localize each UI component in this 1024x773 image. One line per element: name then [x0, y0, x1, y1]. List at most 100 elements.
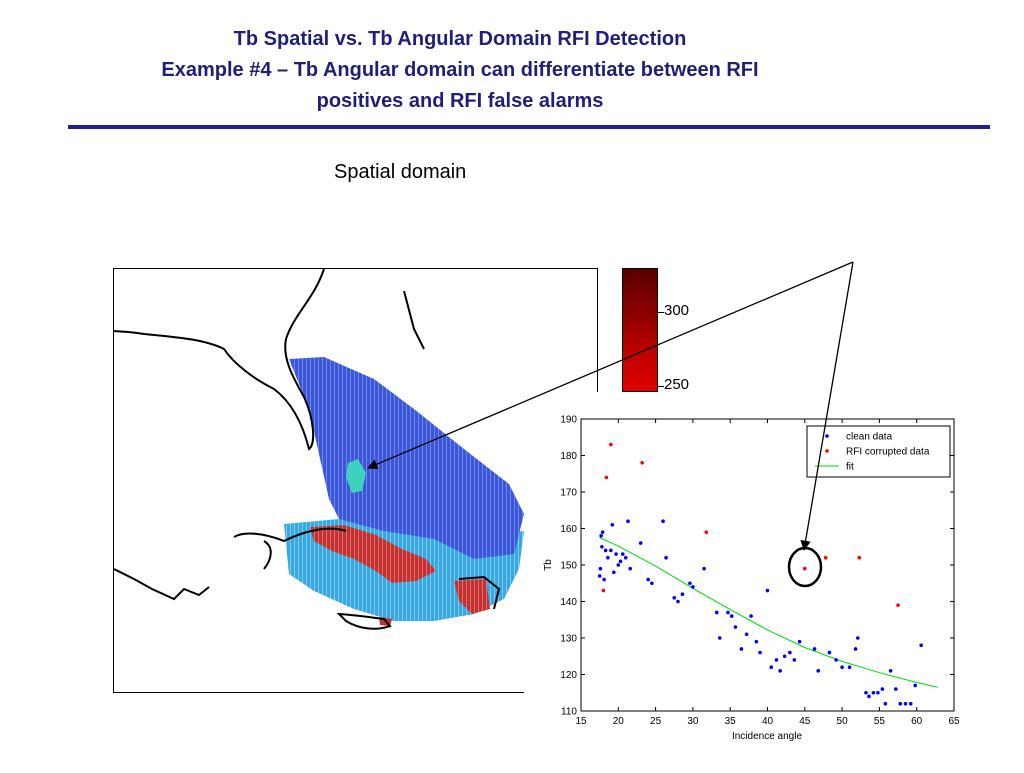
clean-data-point — [614, 552, 618, 556]
rfi-region-cuba — [310, 525, 436, 583]
y-tick-label: 120 — [560, 670, 577, 681]
clean-data-point — [888, 669, 893, 673]
clean-data-point — [840, 665, 844, 669]
clean-data-point — [597, 574, 602, 578]
clean-data-point — [726, 610, 730, 615]
title-line-1: Tb Spatial vs. Tb Angular Domain RFI Det… — [233, 28, 687, 50]
colorbar-label-300: 300 — [664, 302, 690, 319]
clean-data-point — [876, 690, 880, 695]
clean-data-point — [871, 690, 876, 695]
clean-data-point — [676, 599, 680, 604]
x-tick-label: 50 — [837, 716, 849, 727]
slide-title: Tb Spatial vs. Tb Angular Domain RFI Det… — [60, 24, 860, 117]
y-tick-label: 180 — [560, 451, 577, 462]
clean-data-point — [898, 701, 903, 706]
angular-scatter-chart: 15 20 25 30 35 40 45 50 55 60 65 110 120 130 140 150 160… — [543, 415, 960, 743]
rfi-data-point — [609, 442, 613, 447]
clean-data-point — [739, 647, 744, 651]
title-line-3: positives and RFI false alarms — [316, 90, 604, 112]
clean-data-point — [600, 530, 605, 534]
clean-data-point — [638, 541, 643, 545]
title-line-2: Example #4 – Tb Angular domain can diffe… — [161, 59, 759, 81]
clean-data-point — [758, 650, 762, 655]
clean-data-point — [749, 614, 753, 618]
clean-data-point — [847, 665, 852, 669]
x-tick-label: 55 — [874, 716, 886, 727]
clean-data-point — [606, 555, 610, 560]
legend-swatch-rfi — [825, 449, 829, 453]
rfi-region-hispaniola — [454, 579, 490, 614]
y-tick-label: 110 — [561, 707, 577, 718]
clean-data-point — [855, 636, 860, 640]
rfi-data-point — [823, 555, 828, 560]
legend-label: clean data — [846, 432, 893, 443]
clean-data-point — [672, 596, 677, 600]
colorbar-gradient — [622, 268, 658, 392]
x-tick-label: 20 — [613, 716, 625, 727]
clean-data-point — [913, 683, 918, 688]
clean-data-point — [744, 632, 749, 637]
y-tick-label: 140 — [560, 597, 577, 608]
legend-swatch-clean — [825, 434, 829, 438]
clean-data-point — [792, 658, 797, 662]
clean-data-point — [664, 555, 668, 560]
clean-data-point — [612, 570, 616, 575]
clean-data-point — [774, 658, 779, 662]
clean-data-point — [610, 523, 615, 527]
clean-data-point — [688, 581, 692, 586]
rfi-data-point — [803, 566, 807, 571]
clean-data-point — [867, 694, 871, 699]
y-tick-label: 170 — [560, 488, 577, 499]
x-tick-label: 45 — [799, 716, 811, 727]
rfi-data-point — [704, 530, 709, 534]
y-tick-label: 150 — [560, 561, 577, 572]
clean-data-point — [797, 639, 802, 644]
clean-data-point — [646, 577, 650, 582]
clean-data-point — [623, 555, 628, 560]
x-tick-label: 25 — [650, 716, 662, 727]
clean-data-point — [717, 636, 722, 640]
y-tick-label: 190 — [560, 415, 577, 426]
clean-data-point — [834, 658, 838, 662]
angular-scatter-figure: 15 20 25 30 35 40 45 50 55 60 65 110 120 130 140 150 160… — [524, 392, 974, 768]
clean-data-point — [812, 647, 817, 651]
rfi-data-point — [640, 461, 644, 465]
clean-data-point — [628, 566, 633, 571]
coastline — [114, 269, 501, 630]
clean-data-point — [626, 519, 630, 523]
clean-data-point — [680, 592, 685, 596]
x-tick-label: 60 — [911, 716, 923, 727]
clean-data-point — [729, 614, 734, 618]
x-tick-label: 15 — [575, 716, 587, 727]
hotspot-cluster — [346, 459, 366, 493]
clean-data-point — [691, 585, 695, 589]
clean-data-point — [603, 548, 608, 553]
fit-line — [599, 537, 938, 688]
clean-data-point — [714, 610, 719, 615]
rfi-data-point — [604, 475, 609, 480]
clean-data-point — [702, 566, 706, 571]
x-tick-label: 65 — [948, 716, 960, 727]
x-tick-label: 35 — [725, 716, 737, 727]
clean-data-point — [782, 654, 787, 659]
clean-data-point — [883, 701, 888, 706]
colorbar: 300 250 — [620, 268, 710, 393]
clean-data-point — [599, 534, 603, 538]
y-tick-label: 130 — [560, 634, 577, 645]
clean-data-point — [620, 552, 625, 556]
clean-data-point — [754, 639, 759, 644]
clean-data-point — [769, 665, 774, 669]
title-divider — [68, 125, 990, 129]
clean-data-point — [778, 669, 782, 673]
clean-data-point — [598, 566, 603, 571]
clean-data-point — [661, 519, 665, 523]
legend-label: RFI corrupted data — [846, 447, 930, 458]
clean-data-point — [765, 588, 770, 593]
clean-data-point — [880, 687, 885, 691]
clean-data-point — [919, 643, 923, 648]
colorbar-label-250: 250 — [664, 376, 690, 393]
clean-data-point — [788, 650, 792, 655]
clean-data-point — [903, 701, 908, 706]
spatial-domain-label: Spatial domain — [334, 161, 467, 183]
clean-data-point — [908, 701, 913, 706]
